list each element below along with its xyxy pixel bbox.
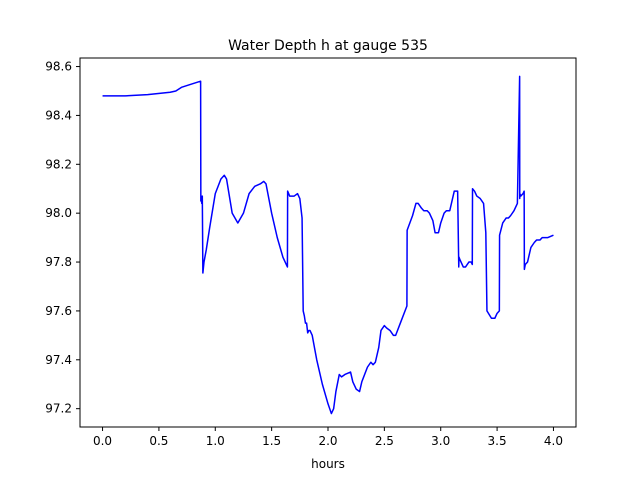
y-axis: 97.2 97.4 97.6 97.8 98.0 98.2 98.4 98.6 (45, 60, 80, 416)
y-tick-label: 97.4 (45, 353, 72, 367)
x-tick-label: 1.5 (262, 434, 281, 448)
x-axis-label: hours (311, 457, 345, 471)
y-tick-label: 98.6 (45, 60, 72, 74)
x-tick-label: 2.5 (375, 434, 394, 448)
y-tick-label: 98.0 (45, 206, 72, 220)
chart-title: Water Depth h at gauge 535 (228, 38, 428, 54)
x-tick-label: 0.0 (93, 434, 112, 448)
y-tick-label: 98.4 (45, 108, 72, 122)
x-tick-label: 2.0 (318, 434, 337, 448)
y-tick-label: 97.2 (45, 402, 72, 416)
y-tick-label: 97.6 (45, 304, 72, 318)
x-axis: 0.0 0.5 1.0 1.5 2.0 2.5 3.0 3.5 4.0 (93, 427, 563, 448)
x-tick-label: 4.0 (544, 434, 563, 448)
x-tick-label: 3.5 (488, 434, 507, 448)
series-line-0 (102, 75, 554, 415)
y-tick-label: 98.2 (45, 157, 72, 171)
x-tick-label: 3.0 (431, 434, 450, 448)
x-tick-label: 1.0 (206, 434, 225, 448)
x-tick-label: 0.5 (149, 434, 168, 448)
y-tick-label: 97.8 (45, 255, 72, 269)
